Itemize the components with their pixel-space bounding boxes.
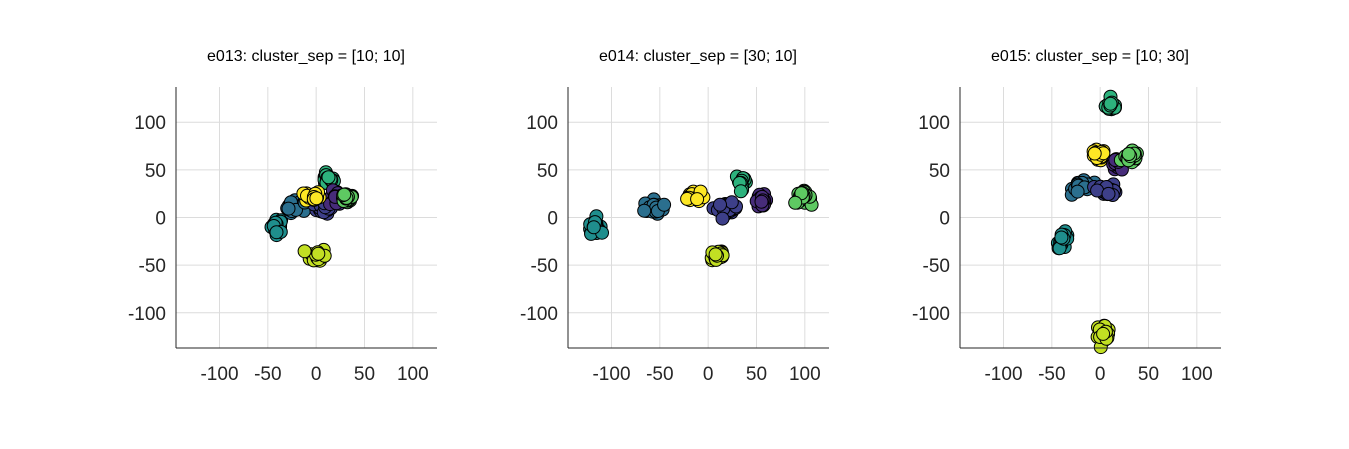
- subplot-e014: e014: cluster_sep = [30; 10] -100 -50 0 50 1…: [520, 48, 829, 385]
- subplot-e015: e015: cluster_sep = [10; 30] -100 -50 0 50 1…: [912, 48, 1221, 385]
- cluster-7: [704, 244, 730, 268]
- y-tick-label: 0: [547, 209, 558, 230]
- scatter-point: [713, 197, 727, 212]
- x-tick-label: 100: [397, 364, 429, 385]
- cluster-0: [264, 212, 289, 243]
- cluster-5: [296, 185, 327, 208]
- scatter-point: [1096, 326, 1111, 341]
- scatter-point: [754, 194, 769, 209]
- y-tick-label: 50: [929, 161, 950, 182]
- cluster-6: [788, 183, 819, 212]
- x-tick-label: 100: [1181, 364, 1213, 385]
- cluster-7: [297, 242, 332, 268]
- subplot-title: e014: cluster_sep = [30; 10]: [599, 48, 797, 65]
- scatter-point: [708, 247, 723, 262]
- x-tick-label: 50: [746, 364, 767, 385]
- cluster-0: [1098, 89, 1122, 117]
- scatter-points: [583, 169, 819, 268]
- scatter-point: [715, 211, 730, 226]
- scatter-point: [281, 201, 296, 216]
- scatter-point: [1121, 147, 1136, 161]
- x-tick-label: -100: [200, 364, 238, 385]
- cluster-4: [729, 169, 753, 199]
- scatter-point: [657, 197, 672, 212]
- y-tick-label: -50: [923, 256, 950, 277]
- scatter-points: [1050, 89, 1144, 355]
- y-tick-label: 50: [537, 161, 558, 182]
- cluster-3: [706, 195, 743, 226]
- y-tick-label: 100: [526, 113, 558, 134]
- y-tick-label: 50: [145, 161, 166, 182]
- y-tick-label: -50: [531, 256, 558, 277]
- scatter-point: [1087, 146, 1102, 161]
- x-tick-label: 50: [354, 364, 375, 385]
- subplot-title: e015: cluster_sep = [10; 30]: [991, 48, 1189, 65]
- y-tick-label: -100: [912, 304, 950, 325]
- scatter-point: [297, 244, 312, 259]
- scatter-point: [733, 184, 748, 199]
- cluster-4: [1064, 173, 1102, 202]
- y-tick-label: -50: [139, 256, 166, 277]
- scatter-point: [1103, 96, 1118, 111]
- cluster-1: [280, 193, 312, 221]
- tick-labels: -100 -50 0 50 100 -100 -50 0 50 100: [912, 113, 1213, 385]
- axes: [959, 87, 1221, 349]
- x-tick-label: 0: [311, 364, 322, 385]
- scatter-point: [724, 195, 739, 210]
- tick-labels: -100 -50 0 50 100 -100 -50 0 50 100: [128, 113, 429, 385]
- scatter-point: [269, 225, 284, 240]
- grid: [176, 87, 437, 348]
- x-tick-label: 100: [789, 364, 821, 385]
- x-tick-label: -50: [646, 364, 673, 385]
- x-tick-label: 50: [1138, 364, 1159, 385]
- axes: [567, 87, 829, 349]
- x-tick-label: 0: [703, 364, 714, 385]
- scatter-point: [321, 170, 336, 185]
- scatter-point: [690, 192, 705, 207]
- axes: [175, 87, 437, 349]
- cluster-3: [1113, 143, 1144, 170]
- y-tick-label: 100: [134, 113, 166, 134]
- cluster-5: [749, 187, 774, 214]
- tick-labels: -100 -50 0 50 100 -100 -50 0 50 100: [520, 113, 821, 385]
- cluster-0: [583, 209, 609, 241]
- cluster-5: [1087, 177, 1123, 202]
- cluster-6: [336, 187, 360, 210]
- y-tick-label: 0: [155, 209, 166, 230]
- subplot-title: e013: cluster_sep = [10; 10]: [207, 48, 405, 65]
- cluster-3: [317, 165, 341, 191]
- cluster-7: [1090, 318, 1116, 355]
- scatter-point: [586, 220, 601, 235]
- scatter-point: [637, 203, 652, 218]
- cluster-1: [1086, 142, 1111, 168]
- subplot-e013: e013: cluster_sep = [10; 10] -100 -50 0 50 1…: [128, 48, 437, 385]
- scatter-point: [311, 246, 326, 261]
- scatter-points: [264, 165, 360, 268]
- y-tick-label: -100: [520, 304, 558, 325]
- x-tick-label: -50: [254, 364, 281, 385]
- scatter-point: [1054, 230, 1069, 245]
- x-tick-label: -50: [1038, 364, 1065, 385]
- scatter-point: [337, 187, 352, 202]
- grid: [960, 87, 1221, 348]
- cluster-2: [680, 184, 711, 209]
- scatter-point: [1070, 184, 1085, 199]
- y-tick-label: -100: [128, 304, 166, 325]
- cluster-6: [1050, 224, 1075, 256]
- x-tick-label: -100: [984, 364, 1022, 385]
- x-tick-label: -100: [592, 364, 630, 385]
- cluster-1: [637, 192, 672, 221]
- scatter-point: [309, 191, 324, 206]
- x-tick-label: 0: [1095, 364, 1106, 385]
- scatter-point: [788, 195, 803, 210]
- y-tick-label: 0: [939, 209, 950, 230]
- y-tick-label: 100: [918, 113, 950, 134]
- scatter-point: [1101, 186, 1116, 201]
- grid: [568, 87, 829, 348]
